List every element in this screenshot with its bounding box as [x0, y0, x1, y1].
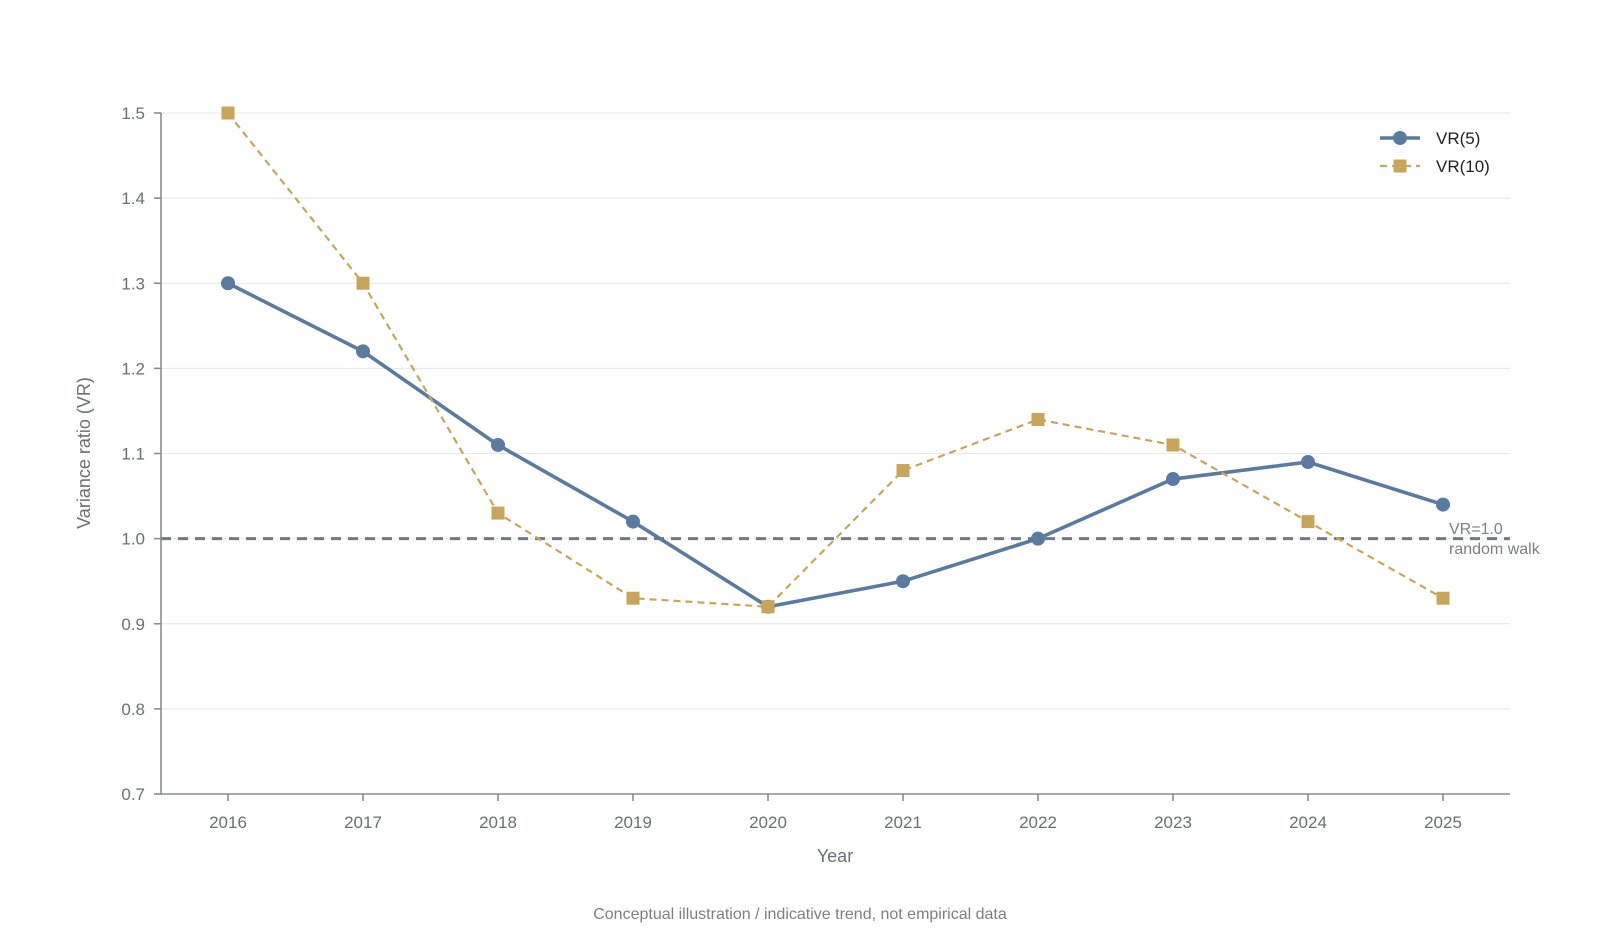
series-line — [227, 281, 1444, 609]
series — [221, 106, 1450, 614]
data-point — [626, 514, 640, 529]
data-point — [491, 506, 505, 520]
legend-marker — [1393, 159, 1407, 173]
legend-marker — [1393, 131, 1407, 145]
x-ticks: 2016 2017 2018 2019 2020 2021 2022 2023 2024 2025 — [209, 794, 1462, 832]
y-tick-label: 1.1 — [121, 445, 145, 464]
y-tick-label: 0.8 — [121, 700, 145, 719]
data-point — [356, 276, 370, 290]
data-point — [356, 344, 370, 359]
series-1 — [221, 276, 1450, 614]
data-point — [1301, 515, 1315, 529]
legend-label: VR(10) — [1436, 157, 1490, 176]
legend-item: VR(10) — [1380, 157, 1490, 176]
x-tick-label: 2023 — [1154, 813, 1192, 832]
data-point — [1031, 531, 1045, 546]
y-tick-label: 0.9 — [121, 615, 145, 634]
x-tick-label: 2016 — [209, 813, 247, 832]
y-ticks: 0.7 0.8 0.9 1.0 1.1 1.2 1.3 1.4 1.5 — [121, 104, 161, 804]
legend: VR(5) VR(10) — [1380, 129, 1490, 176]
data-point — [626, 591, 640, 605]
data-point — [1031, 412, 1045, 426]
series-line — [227, 112, 1444, 608]
y-tick-label: 1.0 — [121, 530, 145, 549]
data-point — [221, 276, 235, 291]
series-2 — [221, 106, 1450, 614]
y-tick-label: 1.3 — [121, 274, 145, 293]
legend-label: VR(5) — [1436, 129, 1480, 148]
y-axis-title: Variance ratio (VR) — [74, 377, 94, 529]
y-tick-label: 1.5 — [121, 104, 145, 123]
y-tick-label: 0.7 — [121, 785, 145, 804]
x-tick-label: 2020 — [749, 813, 787, 832]
gridlines — [161, 112, 1510, 710]
data-point — [1436, 497, 1450, 512]
x-tick-label: 2024 — [1289, 813, 1327, 832]
x-tick-label: 2021 — [884, 813, 922, 832]
x-tick-label: 2018 — [479, 813, 517, 832]
x-tick-label: 2022 — [1019, 813, 1057, 832]
y-tick-label: 1.2 — [121, 359, 145, 378]
footnote: Conceptual illustration / indicative tre… — [593, 906, 1007, 923]
x-tick-label: 2019 — [614, 813, 652, 832]
x-tick-label: 2025 — [1424, 813, 1462, 832]
data-point — [896, 574, 910, 589]
legend-item: VR(5) — [1380, 129, 1480, 148]
data-point — [1166, 472, 1180, 487]
x-tick-label: 2017 — [344, 813, 382, 832]
data-point — [1301, 455, 1315, 470]
reference-line-label-1: VR=1.0 — [1449, 521, 1503, 538]
x-axis-title: Year — [817, 846, 853, 866]
data-point — [491, 437, 505, 452]
y-tick-label: 1.4 — [121, 189, 145, 208]
data-point — [221, 106, 235, 120]
data-point — [896, 464, 910, 478]
data-point — [1436, 591, 1450, 605]
reference-line-label-2: random walk — [1449, 541, 1541, 558]
data-point — [761, 600, 775, 614]
data-point — [1166, 438, 1180, 452]
reference-line-labels: VR=1.0 random walk — [1449, 521, 1541, 558]
